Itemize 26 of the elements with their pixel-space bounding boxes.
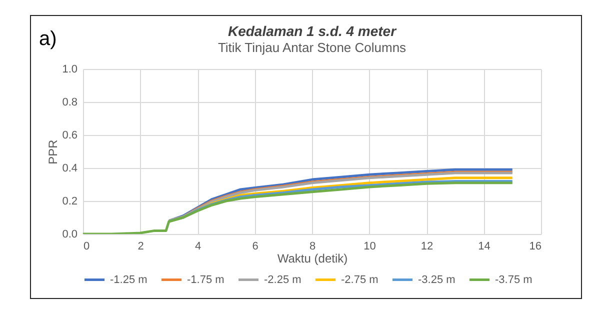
x-tick-label: 16 [529,240,542,252]
y-tick-label: 0.6 [62,130,78,142]
y-axis-title: PPR [46,139,60,164]
x-tick-label: 6 [252,240,258,252]
chart-title: Kedalaman 1 s.d. 4 meter [228,23,398,39]
x-tick-label: 0 [84,240,90,252]
legend-label: -1.75 m [187,274,224,286]
y-tick-label: 1.0 [62,64,78,76]
text: a) [39,28,57,51]
legend-label: -2.75 m [341,274,378,286]
x-tick-label: 14 [478,240,490,252]
x-tick-label: 2 [138,240,144,252]
chart-subtitle: Titik Tinjau Antar Stone Columns [218,40,407,55]
x-tick-label: 4 [194,240,202,252]
legend-label: -3.25 m [418,274,456,286]
y-tick-label: 0.0 [62,228,78,240]
legend-label: -3.75 m [495,274,532,286]
x-tick-label: 10 [364,240,376,252]
x-axis-title: Waktu (detik) [277,252,348,266]
legend-label: -1.25 m [110,274,148,286]
y-tick-label: 0.4 [62,162,78,174]
x-tick-label: 12 [420,240,434,252]
y-tick-label: 0.8 [62,96,78,108]
x-tick-label: 8 [309,240,316,252]
legend-label: -2.25 m [264,274,302,286]
y-tick-label: 0.2 [62,196,78,208]
